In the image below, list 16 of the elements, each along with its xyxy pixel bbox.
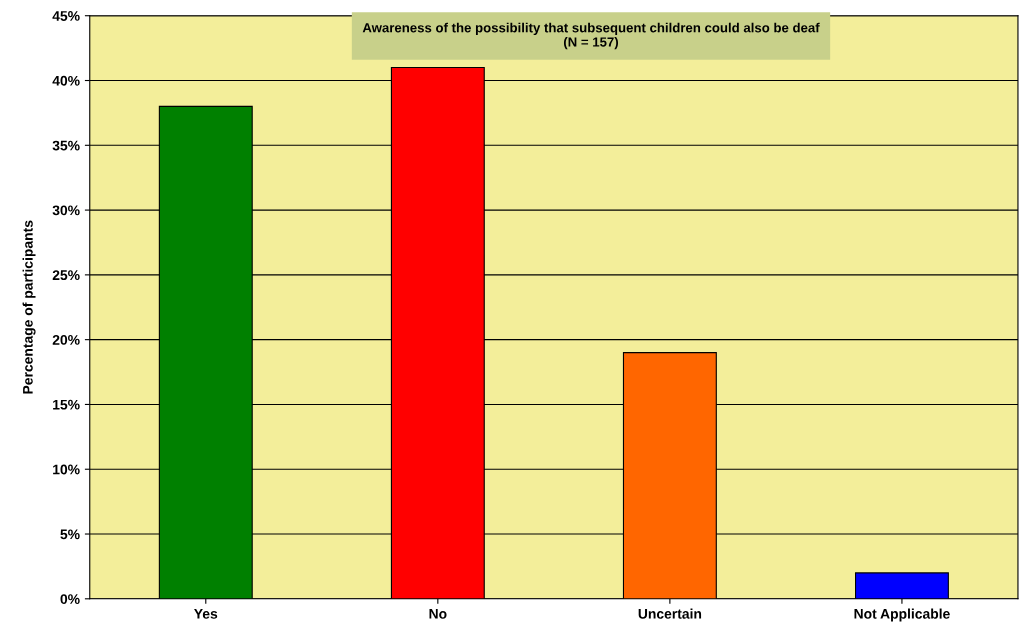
x-tick-label: No [429, 609, 447, 619]
y-tick-label: 45% [52, 11, 80, 21]
text: Awareness of the possibility that subsequent children could also be deaf (N = 157) [362, 22, 820, 50]
y-tick-label: 25% [52, 270, 80, 281]
y-tick-label: 15% [53, 399, 80, 410]
x-tick-label: Uncertain [638, 608, 702, 619]
y-tick-label: 40% [52, 75, 80, 86]
x-tick-label: Yes [194, 609, 218, 619]
y-axis-title: Percentage of participants [22, 220, 36, 394]
y-tick-label: 5% [60, 529, 80, 540]
y-tick-label: 20% [52, 334, 80, 345]
y-tick-label: 30% [52, 205, 80, 216]
y-tick-label: 0% [60, 594, 80, 604]
y-tick-label: 10% [53, 464, 80, 475]
x-tick-label: Not Applicable [854, 608, 950, 622]
y-tick-label: 35% [52, 140, 80, 151]
